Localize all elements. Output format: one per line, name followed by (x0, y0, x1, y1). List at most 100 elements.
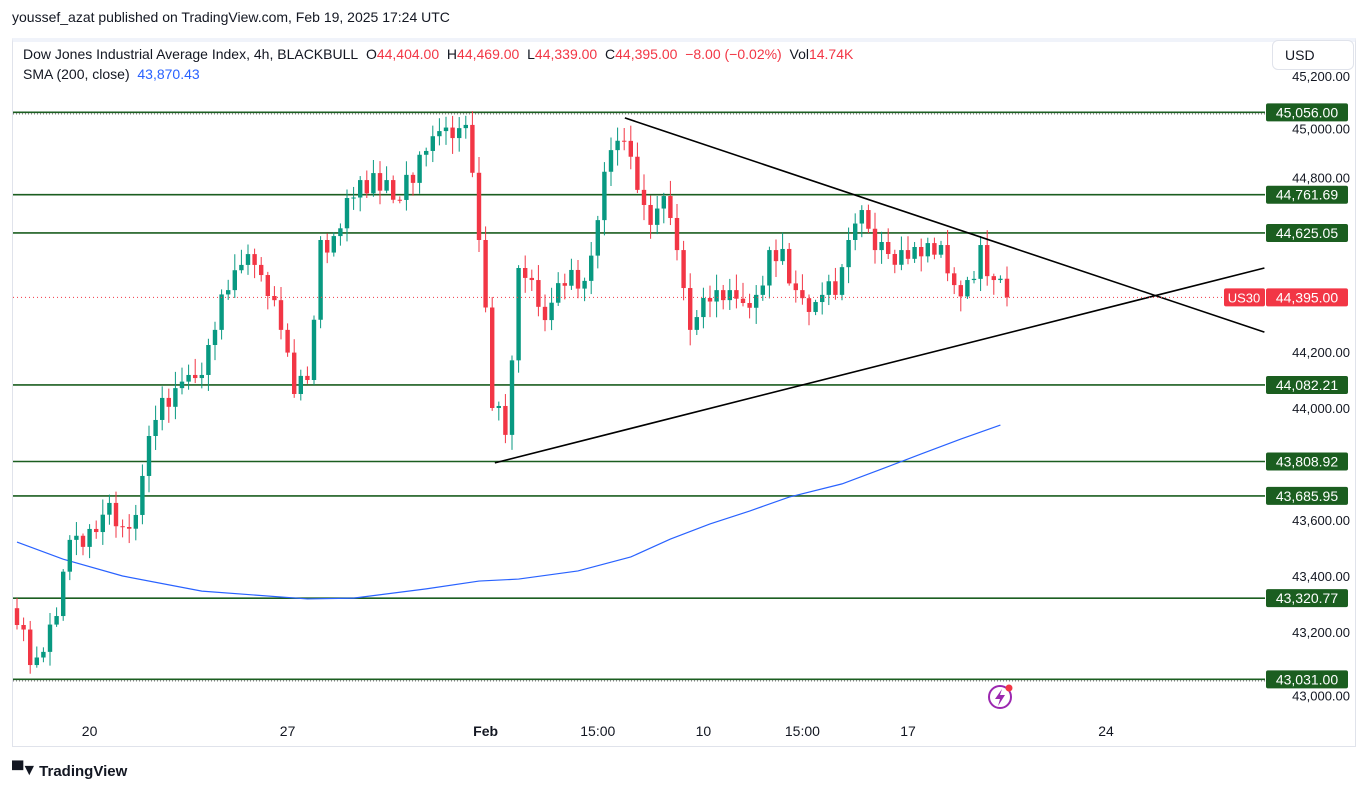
candle-down (635, 156, 640, 190)
candle-down (490, 307, 495, 408)
candle-up (846, 240, 851, 268)
level-price-tag (1266, 375, 1348, 394)
candle-down (932, 243, 937, 255)
candle-up (206, 344, 211, 375)
candle-up (245, 254, 251, 265)
low-label: L (527, 46, 535, 62)
candle-up (602, 171, 607, 221)
candle-down (1004, 278, 1010, 298)
candle-down (668, 196, 673, 218)
currency-button[interactable]: USD (1272, 40, 1354, 70)
candle-down (265, 275, 270, 296)
candle-up (938, 245, 944, 255)
candle-down (272, 296, 277, 301)
level-price-label: 44,625.05 (1276, 225, 1338, 241)
notification-dot-icon (1005, 684, 1013, 692)
high-value: 44,469.00 (457, 46, 520, 62)
candle-down (483, 240, 488, 308)
candle-up (595, 220, 600, 256)
x-tick-label: 10 (696, 723, 712, 739)
sma-200-line (16, 424, 1001, 600)
candle-down (450, 127, 455, 139)
candle-up (437, 131, 442, 137)
candle-up (173, 388, 178, 407)
candle-down (905, 250, 911, 259)
y-tick-label: 43,600.00 (1292, 513, 1350, 528)
candle-down (688, 288, 693, 330)
level-price-tag (1266, 103, 1348, 122)
candle-up (754, 294, 759, 308)
candle-up (41, 651, 46, 658)
candle-down (28, 629, 33, 666)
last-price-tag (1266, 288, 1348, 307)
candle-down (886, 242, 891, 254)
candle-up (582, 280, 587, 289)
candle-up (549, 302, 554, 321)
candle-up (443, 127, 449, 132)
sma-label[interactable]: SMA (200, close) (23, 66, 130, 82)
level-price-label: 45,056.00 (1276, 104, 1338, 120)
candle-up (417, 154, 422, 183)
candle-up (54, 616, 59, 625)
candle-up (146, 436, 152, 476)
candle-down (377, 173, 383, 191)
candle-up (318, 240, 323, 320)
sma-value: 43,870.43 (137, 66, 200, 82)
candle-down (127, 527, 132, 529)
tradingview-logo[interactable]: ▀▼ TradingView (12, 762, 127, 780)
candle-down (773, 250, 779, 262)
candle-up (589, 255, 594, 281)
candle-down (503, 405, 508, 435)
trendline (624, 117, 1265, 333)
y-tick-label: 45,000.00 (1292, 121, 1350, 136)
candle-up (556, 283, 561, 303)
candle-down (985, 245, 990, 277)
x-tick-label: 15:00 (580, 723, 615, 739)
symbol-tag (1224, 288, 1265, 307)
symbol-name[interactable]: Dow Jones Industrial Average Index, 4h, … (23, 46, 359, 62)
candle-down (740, 298, 746, 303)
level-price-label: 43,685.95 (1276, 488, 1338, 504)
candle-up (971, 278, 977, 281)
candle-up (179, 381, 185, 389)
level-price-tag (1266, 223, 1348, 242)
candle-up (998, 278, 1003, 281)
x-tick-label: 17 (900, 723, 916, 739)
candle-up (186, 374, 191, 382)
candle-down (14, 608, 20, 625)
candle-down (325, 240, 330, 253)
candle-up (965, 280, 970, 297)
candle-up (767, 250, 772, 286)
candle-up (404, 174, 409, 200)
y-tick-label: 44,000.00 (1292, 401, 1350, 416)
x-tick-label: Feb (473, 723, 498, 739)
candle-down (278, 300, 284, 330)
candle-up (714, 290, 719, 302)
candle-up (820, 294, 825, 303)
candle-down (252, 254, 257, 265)
candle-down (734, 290, 739, 299)
candle-up (338, 228, 343, 237)
candle-down (628, 140, 633, 157)
candle-up (853, 223, 858, 240)
candle-down (945, 245, 950, 274)
candle-up (34, 657, 39, 666)
candle-up (87, 528, 92, 547)
candle-down (674, 217, 680, 251)
candle-down (120, 526, 125, 528)
close-value: 44,395.00 (615, 46, 678, 62)
candle-down (707, 297, 713, 302)
x-tick-label: 20 (82, 723, 98, 739)
candle-up (496, 405, 501, 408)
candle-down (94, 528, 99, 533)
candle-up (358, 180, 363, 198)
candle-down (292, 352, 297, 394)
candle-up (899, 250, 904, 265)
brand-name: TradingView (39, 762, 128, 780)
candle-down (562, 283, 567, 286)
lightning-icon (988, 685, 1012, 709)
level-price-label: 43,031.00 (1276, 671, 1338, 687)
candle-up (298, 375, 303, 394)
tv-logo-icon: ▀▼ (12, 762, 37, 779)
